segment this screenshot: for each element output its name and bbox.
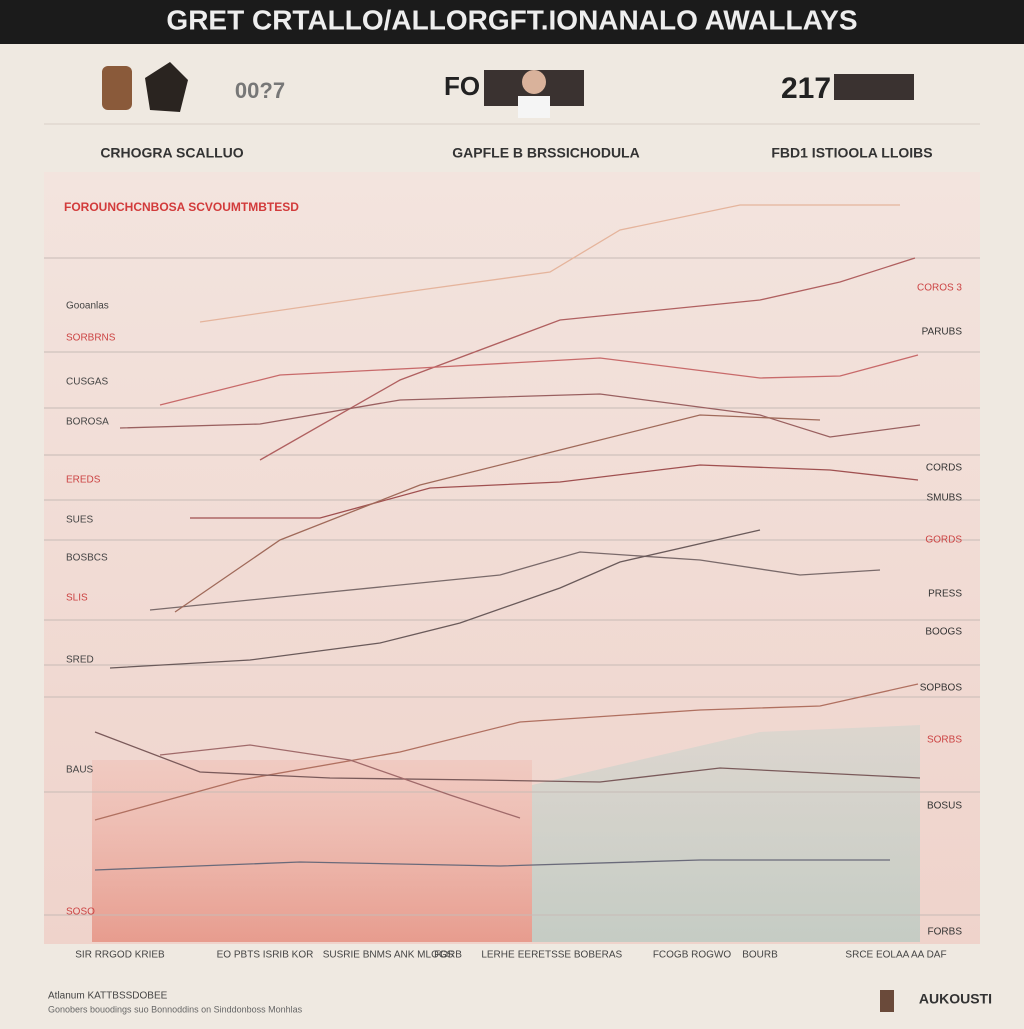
left-label: BAUS (66, 765, 94, 776)
x-label: FORB (434, 950, 462, 961)
x-label: SIR RRGOD KRIEB (75, 950, 165, 961)
logo-hat (145, 62, 188, 112)
subtitle: FBD1 ISTIOOLA LLOIBS (771, 145, 932, 161)
left-label: SORBRNS (66, 333, 116, 344)
right-label: FORBS (928, 927, 963, 938)
right-label: GORDS (925, 535, 962, 546)
left-label: SUES (66, 515, 94, 526)
left-label: CUSGAS (66, 377, 109, 388)
right-label: SMUBS (926, 493, 962, 504)
x-label: SRCE EOLAA AA DAF (845, 950, 946, 961)
subtitle: GAPFLE B BRSSICHODULA (452, 145, 639, 161)
right-label: BOSUS (927, 801, 962, 812)
right-label: COROS 3 (917, 283, 962, 294)
left-label: Gooanlas (66, 301, 109, 312)
player-head (522, 70, 546, 94)
right-labels: COROS 3 PARUBS CORDS SMUBS GORDS PRESS BOOGS SO… (917, 283, 962, 938)
badge: 00?7 (235, 78, 285, 103)
badge: 217 (781, 72, 831, 105)
x-label: EERETSSE BOBERAS (518, 950, 623, 961)
left-label: SLIS (66, 593, 88, 604)
left-labels: Gooanlas SORBRNS CUSGAS BOROSA EREDS SUES BOSB… (66, 301, 116, 918)
left-label: BOROSA (66, 417, 109, 428)
right-label: BOOGS (925, 627, 962, 638)
left-label: SOSO (66, 907, 95, 918)
left-label: EREDS (66, 475, 101, 486)
area-left (92, 760, 532, 942)
title: GRET CRTALLO/ALLORGFT.IONANALO AWALLAYS (166, 4, 857, 35)
footer-note: Gonobers bouodings suo Bonnoddins on Sin… (48, 1004, 303, 1014)
gridlines (44, 257, 980, 916)
x-label: EO PBTS ISRIB KOR (217, 950, 314, 961)
logo-crest (102, 66, 132, 110)
right-label: PRESS (928, 589, 962, 600)
right-label: CORDS (926, 463, 962, 474)
x-label: BOURB (742, 950, 778, 961)
right-label: PARUBS (922, 327, 963, 338)
right-label: SOPBOS (920, 683, 963, 694)
legend: FOROUNCHCNBOSA SCVOUMTMBTESD (64, 200, 299, 214)
title-bar (0, 0, 1024, 44)
badge-box (834, 74, 914, 100)
badge: FO (444, 71, 480, 101)
lines (94, 204, 921, 871)
left-label: SRED (66, 655, 94, 666)
x-label: SUSRIE BNMS ANK MLOGS (323, 950, 454, 961)
footer-logo (880, 990, 894, 1012)
x-label: LERHE (481, 950, 515, 961)
footer-left: Atlanum KATTBSSDOBEE (48, 991, 168, 1002)
subtitle: CRHOGRA SCALLUO (100, 145, 243, 161)
x-labels: SIR RRGOD KRIEB EO PBTS ISRIB KOR SUSRIE B… (75, 950, 946, 961)
player-shirt (518, 96, 550, 118)
footer-right: AUKOUSTI (919, 991, 992, 1007)
x-label: FCOGB ROGWO (653, 950, 732, 961)
right-label: SORBS (927, 735, 962, 746)
left-label: BOSBCS (66, 553, 108, 564)
